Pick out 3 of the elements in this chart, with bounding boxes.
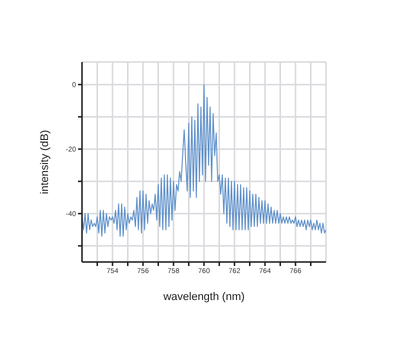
x-axis-title: wavelength (nm) [162,291,245,303]
line-series [82,84,326,237]
y-axis-title: intensity (dB) [38,130,51,194]
